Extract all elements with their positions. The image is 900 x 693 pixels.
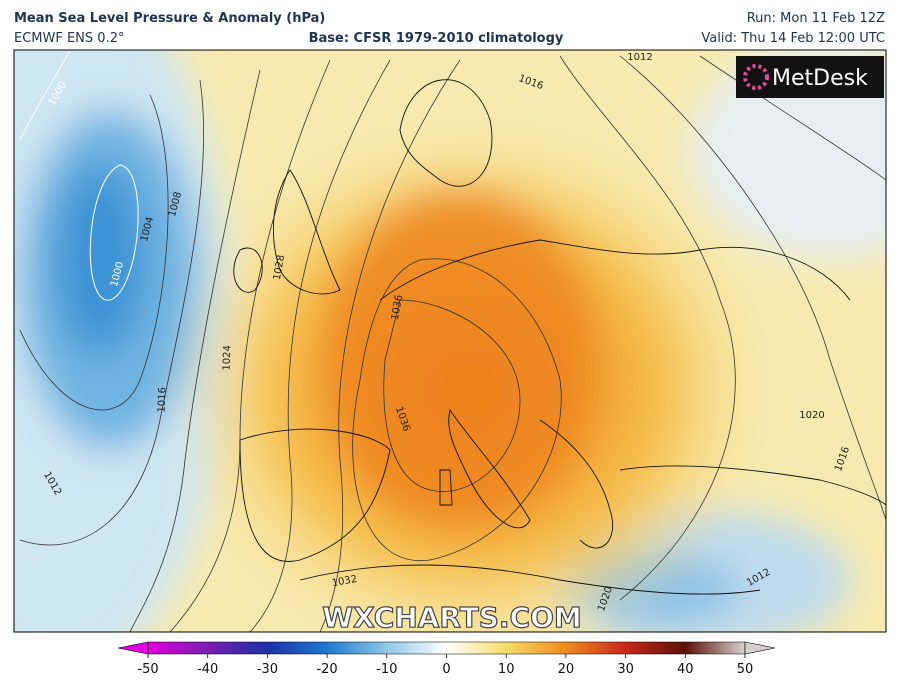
isobar-label: 1024 — [222, 345, 234, 371]
colorbar-tick-label: 20 — [558, 662, 575, 677]
colorbar: -50 -40 -30 -20 -10 0 10 20 30 40 50 — [117, 641, 776, 677]
colorbar-tick-label: -40 — [197, 662, 218, 677]
valid-time: Valid: Thu 14 Feb 12:00 UTC — [701, 31, 885, 46]
colorbar-tick-label: 30 — [617, 662, 634, 677]
isobar-label: 1036 — [390, 294, 405, 321]
colorbar-tick-label: -20 — [316, 662, 337, 677]
colorbar-tick-label: 40 — [677, 662, 694, 677]
isobar-label: 1028 — [272, 254, 287, 281]
watermark: WXCHARTS.COM — [322, 601, 582, 634]
run-time: Run: Mon 11 Feb 12Z — [747, 11, 885, 26]
colorbar-tick-label: -50 — [137, 662, 158, 677]
colorbar-tick-label: -10 — [376, 662, 397, 677]
isobar-label: 1032 — [331, 574, 358, 589]
logo: MetDesk — [772, 66, 868, 91]
title: Mean Sea Level Pressure & Anomaly (hPa) — [14, 11, 325, 26]
colorbar-tick-label: 50 — [737, 662, 754, 677]
colorbar-tick-label: -30 — [257, 662, 278, 677]
isobar-label: 1012 — [627, 52, 652, 63]
isobar-label: 1020 — [799, 410, 824, 421]
model: ECMWF ENS 0.2° — [14, 31, 124, 46]
isobar-label: 1016 — [157, 387, 169, 413]
map-frame — [13, 49, 887, 633]
colorbar-tick-label: 10 — [498, 662, 515, 677]
logo-box — [736, 56, 884, 98]
colorbar-tick-label: 0 — [442, 662, 450, 677]
base-note: Base: CFSR 1979-2010 climatology — [309, 31, 564, 46]
